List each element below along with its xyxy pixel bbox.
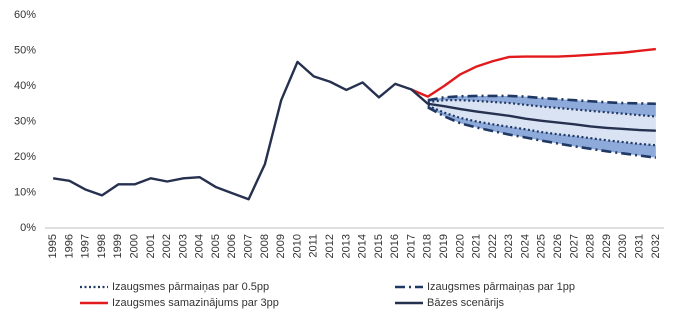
- x-tick-label: 2026: [552, 234, 564, 258]
- x-tick-label: 2012: [324, 234, 336, 258]
- y-tick-label: 40%: [14, 80, 36, 92]
- y-tick-label: 10%: [14, 186, 36, 198]
- band: [427, 105, 656, 158]
- x-tick-label: 2000: [128, 234, 140, 258]
- legend-label: Izaugsmes samazinājums par 3pp: [112, 297, 279, 309]
- x-tick-label: 2024: [519, 234, 531, 258]
- series-line: [427, 106, 657, 159]
- x-tick-label: 2011: [308, 234, 320, 258]
- x-tick-label: 2006: [226, 234, 238, 258]
- x-tick-label: 2004: [194, 234, 206, 258]
- x-tick-label: 2025: [536, 234, 548, 258]
- y-tick-label: 0%: [20, 222, 36, 234]
- x-tick-label: 2010: [291, 234, 303, 258]
- x-tick-label: 1999: [112, 234, 124, 258]
- x-tick-label: 2028: [585, 234, 597, 258]
- x-tick-label: 2021: [471, 234, 483, 258]
- series-line: [427, 94, 656, 106]
- x-tick-label: 2013: [340, 234, 352, 258]
- legend-label: Izaugsmes pārmaiņas par 0.5pp: [112, 281, 269, 293]
- x-tick-label: 2009: [275, 234, 287, 258]
- series-line: [411, 47, 656, 98]
- x-tick-label: 2003: [177, 234, 189, 258]
- x-tick-label: 2017: [405, 234, 417, 258]
- x-tick-label: 2014: [357, 234, 369, 258]
- x-tick-label: 2022: [487, 234, 499, 258]
- x-tick-label: 2031: [633, 234, 645, 258]
- x-tick-label: 2002: [161, 234, 173, 258]
- x-tick-label: 2015: [373, 234, 385, 258]
- series-line: [52, 60, 656, 201]
- legend-label: Izaugsmes pārmaiņas par 1pp: [427, 281, 575, 293]
- x-tick-label: 2007: [243, 234, 255, 258]
- x-tick-label: 1996: [63, 234, 75, 258]
- x-tick-label: 2030: [617, 234, 629, 258]
- y-tick-label: 60%: [14, 9, 36, 21]
- x-tick-label: 2020: [454, 234, 466, 258]
- x-tick-label: 2027: [568, 234, 580, 258]
- x-tick-label: 1997: [80, 234, 92, 258]
- y-tick-label: 30%: [14, 115, 36, 127]
- x-tick-label: 2005: [210, 234, 222, 258]
- x-tick-label: 2032: [650, 234, 662, 258]
- x-tick-label: 1995: [47, 234, 59, 258]
- legend-label: Bāzes scenārijs: [427, 297, 505, 309]
- x-tick-label: 2016: [389, 234, 401, 258]
- y-tick-label: 50%: [14, 44, 36, 56]
- x-tick-label: 2023: [503, 234, 515, 258]
- x-tick-label: 2008: [259, 234, 271, 258]
- y-tick-label: 20%: [14, 151, 36, 163]
- x-tick-label: 2001: [145, 234, 157, 258]
- x-tick-label: 1998: [96, 234, 108, 258]
- x-tick-label: 2029: [601, 234, 613, 258]
- x-tick-label: 2018: [422, 234, 434, 258]
- x-tick-label: 2019: [438, 234, 450, 258]
- series-line: [427, 104, 656, 147]
- series-line: [427, 99, 656, 118]
